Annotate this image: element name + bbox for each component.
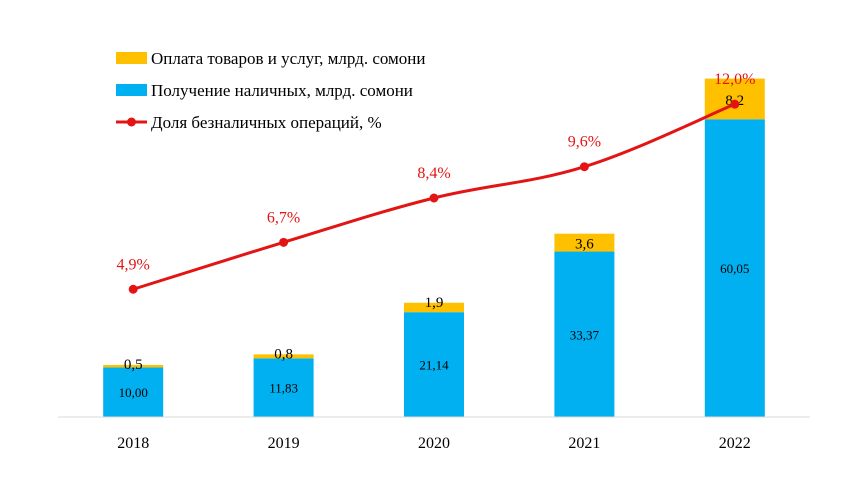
legend-swatch-cash — [116, 84, 147, 96]
label-noncash-2018: 4,9% — [117, 256, 150, 273]
point-noncash-2022 — [730, 99, 740, 109]
line-series: 4,9% 6,7% 8,4% 9,6% 12,0% — [117, 71, 755, 294]
label-payments-2018: 0,5 — [124, 357, 143, 373]
label-noncash-2022: 12,0% — [714, 71, 755, 88]
bar-cash-2019 — [253, 358, 314, 417]
bar-payments-2020 — [404, 302, 464, 313]
point-noncash-2020 — [429, 193, 439, 203]
label-payments-2021: 3,6 — [575, 237, 594, 253]
label-noncash-2021: 9,6% — [568, 134, 601, 151]
label-cash-2020: 21,14 — [419, 358, 449, 373]
x-axis-ticks: 2018 2019 2020 2021 2022 — [117, 435, 751, 452]
bar-series: 10,000,511,830,821,141,933,373,660,058,2 — [103, 78, 765, 418]
point-noncash-2019 — [279, 237, 289, 247]
legend-marker-noncash — [127, 117, 136, 127]
label-payments-2019: 0,8 — [274, 346, 293, 362]
legend-label-noncash: Доля безналичных операций, % — [151, 113, 382, 132]
label-cash-2019: 11,83 — [269, 381, 298, 396]
legend-label-cash: Получение наличных, млрд. сомони — [151, 81, 413, 100]
x-tick-2021: 2021 — [568, 435, 600, 452]
label-cash-2018: 10,00 — [119, 385, 148, 400]
label-payments-2020: 1,9 — [425, 295, 444, 311]
x-tick-2018: 2018 — [117, 435, 149, 452]
point-noncash-2018 — [128, 284, 138, 294]
legend-swatch-payments — [116, 52, 147, 64]
legend-label-payments: Оплата товаров и услуг, млрд. сомони — [151, 49, 426, 68]
bar-cash-2020 — [404, 312, 464, 417]
x-tick-2020: 2020 — [418, 435, 450, 452]
legend: Оплата товаров и услуг, млрд. сомони Полу… — [116, 49, 426, 132]
bar-cash-2018 — [103, 367, 164, 417]
point-noncash-2021 — [579, 162, 589, 172]
bar-payments-2021 — [554, 233, 615, 252]
label-cash-2022: 60,05 — [720, 261, 749, 276]
bar-payments-2019 — [253, 354, 314, 359]
x-tick-2022: 2022 — [719, 435, 751, 452]
label-noncash-2019: 6,7% — [267, 209, 300, 226]
bar-cash-2021 — [554, 251, 615, 417]
x-tick-2019: 2019 — [268, 435, 300, 452]
bar-cash-2022 — [704, 119, 765, 418]
label-cash-2021: 33,37 — [570, 327, 600, 342]
bar-payments-2018 — [103, 364, 164, 368]
label-noncash-2020: 8,4% — [417, 165, 450, 182]
